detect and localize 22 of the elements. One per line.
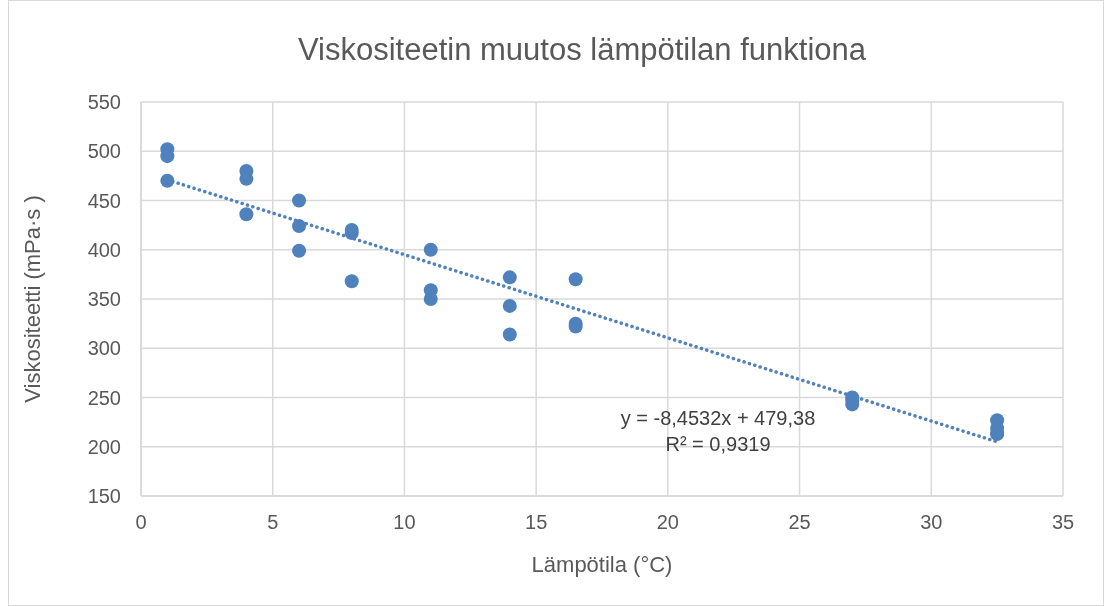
x-tick-label: 5 (267, 511, 279, 533)
x-tick-label: 10 (393, 511, 416, 533)
y-tick-label: 250 (87, 386, 121, 409)
y-tick-label: 200 (87, 435, 121, 458)
x-tick-label: 30 (920, 511, 943, 533)
x-tick-label: 15 (525, 511, 548, 533)
x-tick-label: 20 (656, 511, 679, 533)
x-tick-label: 0 (135, 511, 147, 533)
x-axis-title: Lämpötila (°C) (531, 552, 673, 577)
y-tick-label: 150 (87, 485, 121, 507)
y-tick-label: 400 (87, 238, 121, 261)
chart-title: Viskositeetin muutos lämpötilan funktiona (297, 32, 867, 67)
y-tick-label: 550 (87, 91, 121, 113)
x-tick-label: 25 (788, 511, 811, 533)
y-tick-label: 300 (87, 337, 121, 360)
y-axis-title: Viskositeetti (mPa·s ) (20, 195, 45, 403)
y-tick-label: 350 (87, 288, 121, 310)
y-tick-label: 500 (87, 140, 121, 163)
x-tick-label: 35 (1051, 511, 1075, 533)
y-tick-label: 450 (87, 189, 121, 212)
annotation: R² = 0,9319 (665, 433, 771, 455)
annotation: y = -8,4532x + 479,38 (620, 407, 816, 429)
